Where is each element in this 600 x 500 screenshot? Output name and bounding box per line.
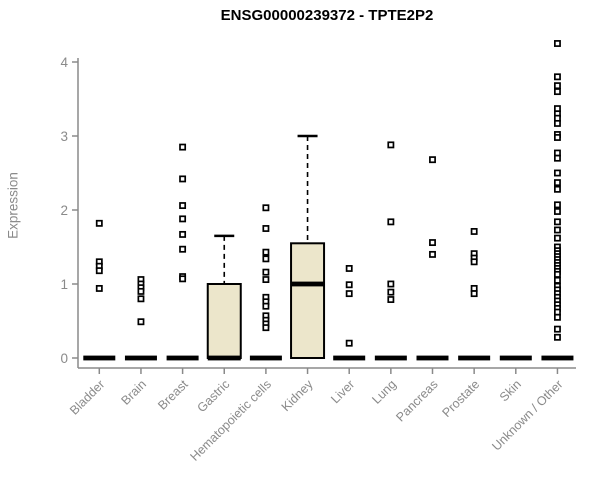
x-category-label: Lung xyxy=(369,377,399,407)
x-category-label: Breast xyxy=(155,377,191,413)
data-point xyxy=(387,288,395,296)
x-category-label: Pancreas xyxy=(393,377,440,424)
data-point xyxy=(95,219,103,227)
data-point xyxy=(345,281,353,289)
data-point xyxy=(179,245,187,253)
chart-title: ENSG00000239372 - TPTE2P2 xyxy=(220,7,434,24)
median-line xyxy=(249,355,282,361)
data-point xyxy=(553,73,561,81)
data-point xyxy=(553,88,561,96)
data-point xyxy=(553,179,561,187)
data-point xyxy=(345,339,353,347)
data-point xyxy=(553,185,561,193)
data-point xyxy=(179,143,187,151)
data-point xyxy=(553,134,561,141)
x-category-label: Hematopoietic cells xyxy=(187,377,274,464)
data-point xyxy=(470,290,478,298)
data-point xyxy=(553,276,561,284)
data-point xyxy=(262,225,270,232)
data-point xyxy=(553,154,561,162)
data-point xyxy=(387,141,395,149)
x-category-label: Skin xyxy=(497,377,524,404)
data-point xyxy=(553,313,561,321)
data-point xyxy=(345,265,353,272)
data-point xyxy=(553,325,561,333)
median-line xyxy=(374,355,407,361)
x-category-label: Brain xyxy=(119,377,150,408)
data-point xyxy=(262,276,270,284)
data-point xyxy=(387,280,395,288)
data-point xyxy=(470,258,478,266)
data-point xyxy=(95,284,103,292)
data-point xyxy=(553,169,561,177)
x-category-label: Bladder xyxy=(67,377,107,417)
median-line xyxy=(541,355,574,361)
data-point xyxy=(179,175,187,183)
data-point xyxy=(470,228,478,235)
data-point xyxy=(429,239,436,247)
median-line xyxy=(83,355,116,361)
data-point xyxy=(429,250,436,258)
x-category-label: Gastric xyxy=(194,377,232,415)
box xyxy=(290,242,326,359)
data-point xyxy=(137,295,145,303)
box xyxy=(206,283,242,359)
median-line xyxy=(499,355,532,361)
data-point xyxy=(553,201,561,209)
data-point xyxy=(553,82,561,90)
data-point xyxy=(262,248,270,256)
data-point xyxy=(179,202,187,210)
x-category-label: Unknown / Other xyxy=(489,377,565,453)
data-point xyxy=(553,226,561,234)
median-line xyxy=(458,355,491,361)
data-point xyxy=(553,333,561,341)
median-line xyxy=(166,355,199,361)
x-category-label: Liver xyxy=(328,377,357,406)
data-point xyxy=(95,267,103,275)
data-point xyxy=(262,324,270,332)
data-point xyxy=(137,287,145,295)
y-tick-label: 2 xyxy=(60,203,68,218)
data-point xyxy=(553,270,561,278)
median-line xyxy=(333,355,366,361)
data-point xyxy=(262,268,270,276)
x-category-label: Prostate xyxy=(439,377,482,420)
x-category-label: Kidney xyxy=(279,377,316,414)
data-point xyxy=(179,275,187,283)
data-point xyxy=(553,40,561,47)
data-point xyxy=(553,218,561,226)
median-line xyxy=(207,355,241,361)
median-line xyxy=(291,281,325,287)
data-point xyxy=(553,119,561,127)
data-point xyxy=(387,296,395,303)
data-point xyxy=(262,204,270,212)
data-point xyxy=(345,290,353,298)
data-point xyxy=(553,234,561,242)
median-line xyxy=(416,355,449,361)
data-point xyxy=(179,215,187,223)
data-point xyxy=(179,230,187,238)
data-point xyxy=(262,302,270,310)
median-line xyxy=(124,355,157,361)
data-point xyxy=(429,156,436,164)
y-tick-label: 1 xyxy=(60,277,68,292)
data-point xyxy=(137,318,145,326)
y-tick-label: 4 xyxy=(60,55,68,70)
data-point xyxy=(262,255,270,263)
data-point xyxy=(387,218,395,226)
y-tick-label: 0 xyxy=(60,351,68,366)
y-tick-label: 3 xyxy=(60,129,68,144)
data-point xyxy=(553,208,561,215)
